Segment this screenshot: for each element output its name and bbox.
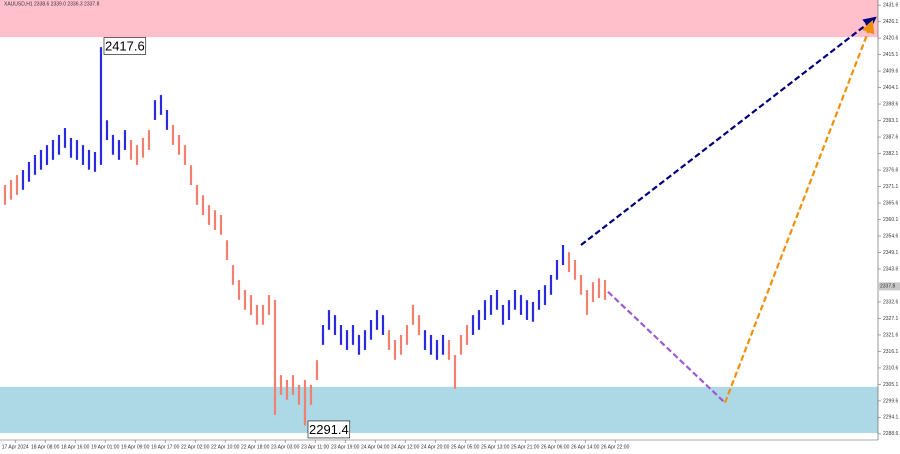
x-tick-label: 19 Apr 17:00 (151, 444, 180, 450)
y-tick-label: 2354.6 (883, 233, 899, 239)
y-tick-label: 2321.6 (883, 332, 899, 338)
x-tick-label: 18 Apr 08:00 (31, 444, 60, 450)
annotation-box (103, 37, 147, 55)
price-annotation: 2417.6 (105, 39, 145, 54)
x-tick-label: 18 Apr 16:00 (61, 444, 90, 450)
x-tick-label: 19 Apr 09:00 (121, 444, 150, 450)
price-annotation: 2291.4 (309, 422, 349, 437)
y-tick-label: 2316.1 (883, 349, 899, 355)
chart-title: XAUUSD,H1 2338.6 2339.0 2336.3 2337.8 (4, 1, 100, 7)
x-tick-label: 24 Apr 20:00 (421, 444, 450, 450)
x-tick-label: 22 Apr 10:00 (211, 444, 240, 450)
y-tick-label: 2420.6 (883, 35, 899, 41)
y-tick-label: 2387.6 (883, 134, 899, 140)
y-tick-label: 2288.6 (883, 431, 899, 437)
x-tick-label: 26 Apr 06:00 (541, 444, 570, 450)
x-tick-label: 24 Apr 04:00 (361, 444, 390, 450)
x-tick-label: 24 Apr 12:00 (391, 444, 420, 450)
x-tick-label: 23 Apr 11:00 (301, 444, 329, 450)
x-tick-label: 19 Apr 01:00 (91, 444, 120, 450)
x-tick-label: 17 Apr 2024 (2, 444, 29, 450)
y-tick-label: 2371.1 (883, 184, 899, 190)
x-tick-label: 25 Apr 13:00 (481, 444, 510, 450)
forecast-line (580, 16, 877, 246)
last-price-box (878, 282, 900, 291)
x-tick-label: 25 Apr 21:00 (511, 444, 540, 450)
y-tick-label: 2393.1 (883, 118, 899, 124)
y-tick-label: 2415.1 (883, 52, 899, 58)
y-tick-label: 2382.1 (883, 151, 899, 157)
y-tick-label: 2365.6 (883, 200, 899, 206)
y-tick-label: 2343.6 (883, 266, 899, 272)
y-tick-label: 2409.6 (883, 68, 899, 74)
x-tick-label: 22 Apr 18:00 (241, 444, 270, 450)
zone (0, 386, 878, 434)
y-tick-label: 2332.6 (883, 299, 899, 305)
annotation-box (307, 420, 351, 439)
y-tick-label: 2426.1 (883, 19, 899, 25)
x-tick-label: 23 Apr 19:00 (331, 444, 360, 450)
x-tick-label: 26 Apr 22:00 (601, 444, 630, 450)
forecast-line (723, 19, 875, 404)
y-tick-label: 2398.6 (883, 101, 899, 107)
forecast-line (607, 290, 726, 404)
y-tick-label: 2310.6 (883, 365, 899, 371)
zone (0, 0, 878, 38)
last-price-label: 2337.8 (880, 284, 896, 290)
y-tick-label: 2431.6 (883, 2, 899, 8)
x-tick-label: 26 Apr 14:00 (571, 444, 600, 450)
y-tick-label: 2305.1 (883, 382, 899, 388)
y-tick-label: 2376.6 (883, 167, 899, 173)
x-tick-label: 25 Apr 05:00 (451, 444, 480, 450)
y-tick-label: 2349.1 (883, 250, 899, 256)
x-tick-label: 22 Apr 02:00 (181, 444, 210, 450)
x-tick-label: 23 Apr 03:00 (271, 444, 300, 450)
y-tick-label: 2360.1 (883, 217, 899, 223)
y-tick-label: 2299.6 (883, 398, 899, 404)
y-tick-label: 2294.1 (883, 415, 899, 421)
y-tick-label: 2404.1 (883, 85, 899, 91)
y-tick-label: 2327.1 (883, 316, 899, 322)
